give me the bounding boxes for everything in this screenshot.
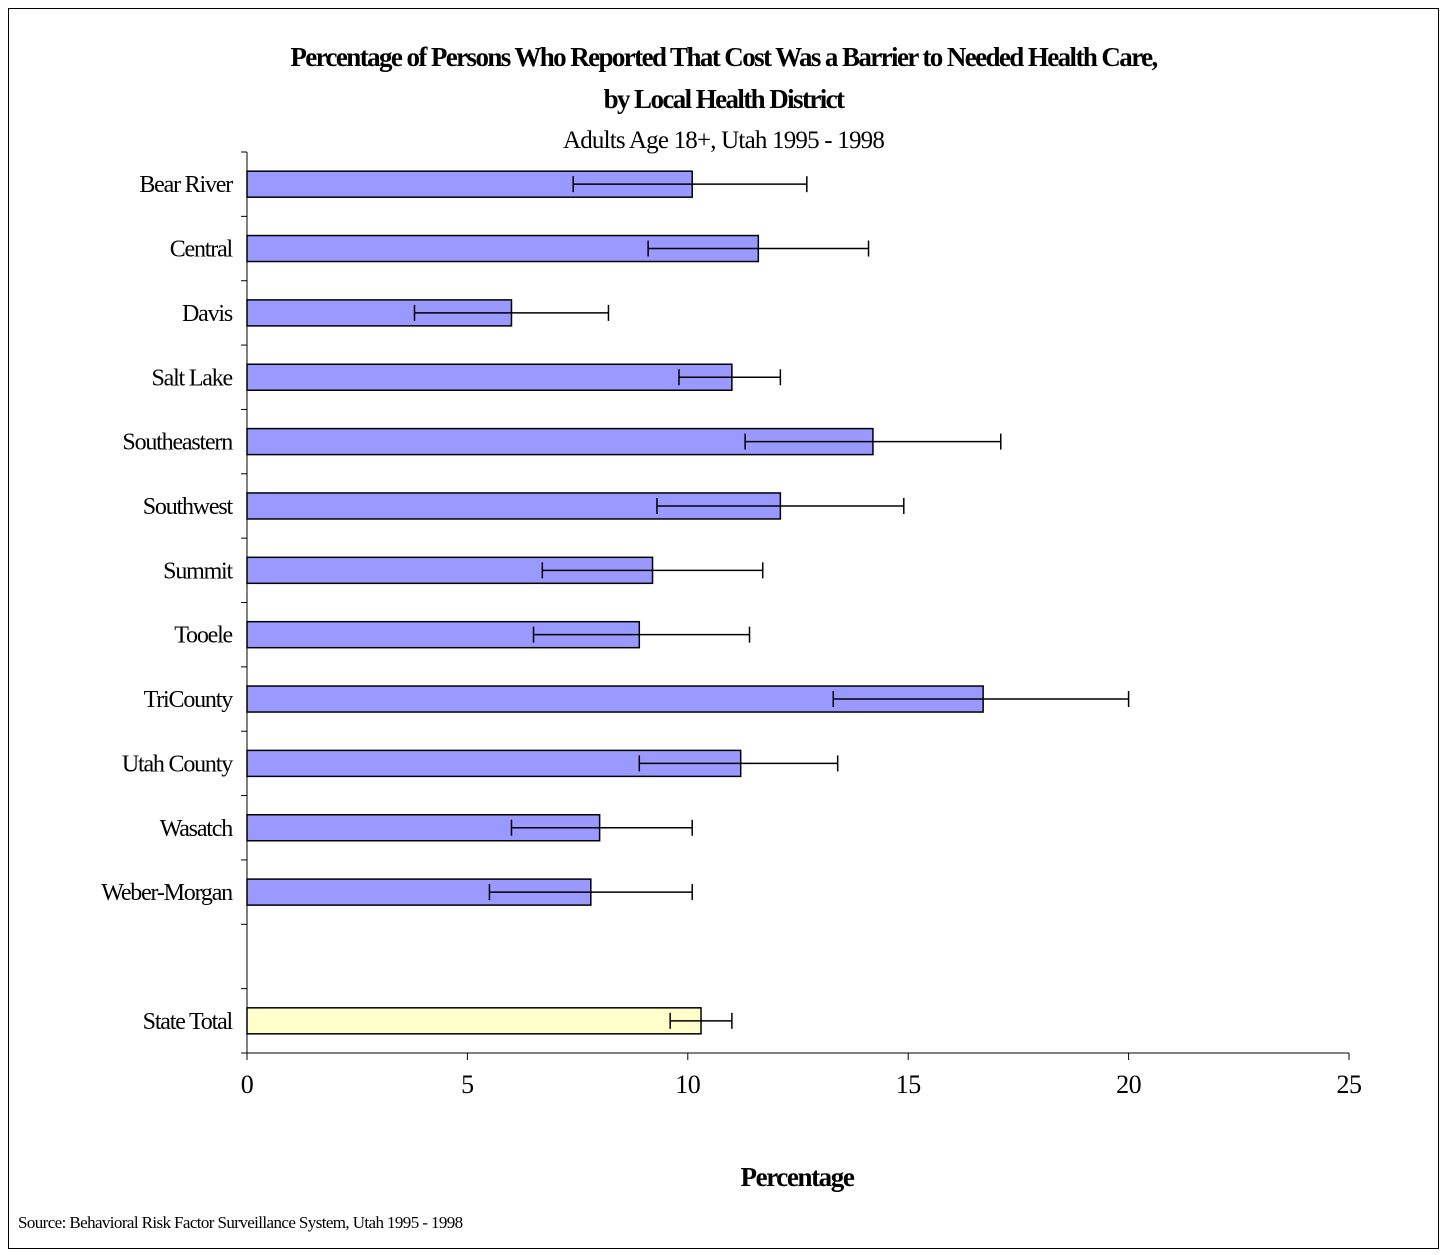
x-tick-label-0: 0 bbox=[241, 1070, 254, 1099]
x-tick-labels: 0 5 10 15 20 25 bbox=[241, 1070, 1362, 1099]
category-label-central: Central bbox=[170, 237, 234, 263]
category-label-tooele: Tooele bbox=[174, 623, 232, 649]
x-tick-label-15: 15 bbox=[896, 1070, 921, 1099]
category-label-summit: Summit bbox=[163, 558, 233, 584]
category-label-bear-river: Bear River bbox=[139, 172, 233, 198]
source-note: Source: Behavioral Risk Factor Surveilla… bbox=[18, 1213, 463, 1232]
x-tick-label-20: 20 bbox=[1116, 1070, 1142, 1099]
category-label-davis: Davis bbox=[182, 301, 233, 327]
axes bbox=[241, 151, 1350, 1060]
error-bars bbox=[413, 176, 1130, 1029]
bars bbox=[246, 170, 984, 1035]
x-axis-title: Percentage bbox=[741, 1162, 855, 1192]
category-label-tricounty: TriCounty bbox=[144, 687, 234, 713]
x-tick-label-10: 10 bbox=[675, 1070, 701, 1099]
x-tick-label-25: 25 bbox=[1337, 1070, 1362, 1099]
bar-state-total bbox=[246, 1007, 702, 1035]
category-label-salt-lake: Salt Lake bbox=[151, 365, 232, 391]
chart-title-line-1: Percentage of Persons Who Reported That … bbox=[290, 42, 1158, 72]
category-label-utah-county: Utah County bbox=[122, 751, 233, 777]
category-labels: Bear River Central Davis Salt Lake Southeast… bbox=[101, 172, 234, 1035]
category-label-state-total: State Total bbox=[143, 1009, 234, 1035]
chart-title-line-2: by Local Health District bbox=[603, 84, 845, 114]
chart-subtitle: Adults Age 18+, Utah 1995 - 1998 bbox=[562, 127, 885, 154]
x-tick-label-5: 5 bbox=[461, 1070, 474, 1099]
category-label-southeastern: Southeastern bbox=[122, 430, 233, 456]
category-label-wasatch: Wasatch bbox=[160, 816, 233, 842]
category-label-southwest: Southwest bbox=[143, 494, 234, 520]
bar-salt-lake bbox=[246, 363, 733, 391]
category-label-weber-morgan: Weber-Morgan bbox=[101, 880, 233, 906]
